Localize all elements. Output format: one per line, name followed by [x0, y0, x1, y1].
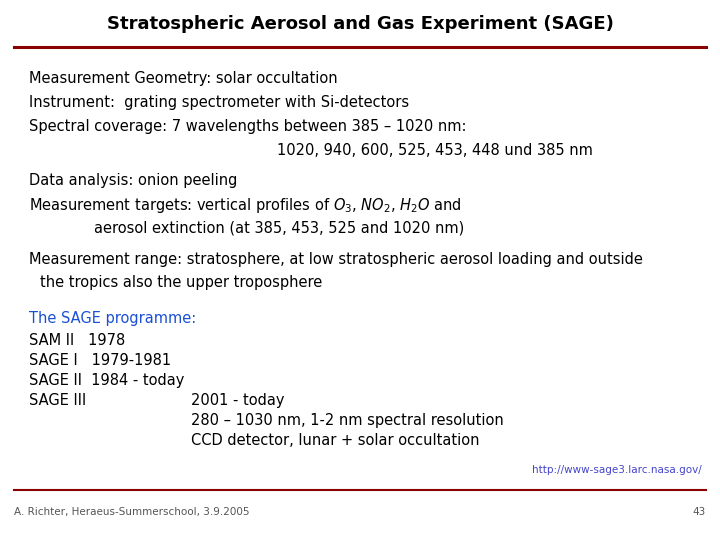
Text: Data analysis: onion peeling: Data analysis: onion peeling [29, 173, 237, 188]
Text: Stratospheric Aerosol and Gas Experiment (SAGE): Stratospheric Aerosol and Gas Experiment… [107, 15, 613, 33]
Text: Measurement targets: vertical profiles of $O_3$, $NO_2$, $H_2O$ and: Measurement targets: vertical profiles o… [29, 195, 462, 215]
Text: 280 – 1030 nm, 1-2 nm spectral resolution: 280 – 1030 nm, 1-2 nm spectral resolutio… [191, 413, 503, 428]
Text: SAM II   1978: SAM II 1978 [29, 333, 125, 348]
Text: the tropics also the upper troposphere: the tropics also the upper troposphere [40, 275, 322, 290]
Text: SAGE II  1984 - today: SAGE II 1984 - today [29, 373, 184, 388]
Text: aerosol extinction (at 385, 453, 525 and 1020 nm): aerosol extinction (at 385, 453, 525 and… [94, 221, 464, 236]
Text: CCD detector, lunar + solar occultation: CCD detector, lunar + solar occultation [191, 433, 480, 448]
Text: Measurement Geometry: solar occultation: Measurement Geometry: solar occultation [29, 71, 338, 86]
Text: http://www-sage3.larc.nasa.gov/: http://www-sage3.larc.nasa.gov/ [532, 465, 702, 475]
Text: 2001 - today: 2001 - today [191, 393, 284, 408]
Text: 1020, 940, 600, 525, 453, 448 und 385 nm: 1020, 940, 600, 525, 453, 448 und 385 nm [277, 143, 593, 158]
Text: SAGE I   1979-1981: SAGE I 1979-1981 [29, 353, 171, 368]
Text: A. Richter, Heraeus-Summerschool, 3.9.2005: A. Richter, Heraeus-Summerschool, 3.9.20… [14, 507, 250, 517]
Text: Measurement range: stratosphere, at low stratospheric aerosol loading and outsid: Measurement range: stratosphere, at low … [29, 252, 643, 267]
Text: Spectral coverage: 7 wavelengths between 385 – 1020 nm:: Spectral coverage: 7 wavelengths between… [29, 119, 467, 134]
Text: Instrument:  grating spectrometer with Si-detectors: Instrument: grating spectrometer with Si… [29, 95, 409, 110]
Text: 43: 43 [693, 507, 706, 517]
Text: SAGE III: SAGE III [29, 393, 86, 408]
Text: The SAGE programme:: The SAGE programme: [29, 311, 196, 326]
